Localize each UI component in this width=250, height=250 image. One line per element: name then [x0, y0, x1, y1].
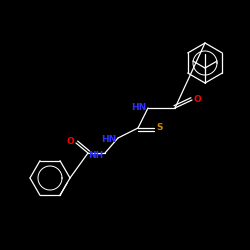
Text: S: S	[156, 124, 162, 132]
Text: O: O	[66, 136, 74, 145]
Text: NH: NH	[88, 150, 103, 160]
Text: O: O	[194, 94, 202, 104]
Text: HN: HN	[131, 102, 146, 112]
Text: HN: HN	[101, 134, 116, 143]
